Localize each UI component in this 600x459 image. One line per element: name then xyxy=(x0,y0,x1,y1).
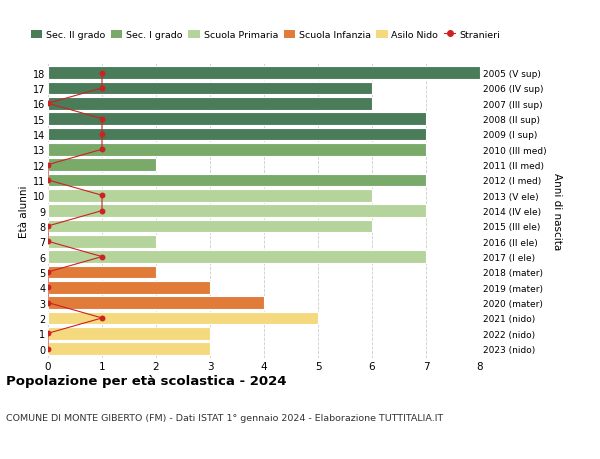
Y-axis label: Età alunni: Età alunni xyxy=(19,185,29,237)
Point xyxy=(43,345,53,353)
Point xyxy=(43,223,53,230)
Point xyxy=(97,207,107,215)
Point xyxy=(97,131,107,138)
Bar xyxy=(48,67,480,80)
Bar xyxy=(48,235,156,248)
Bar xyxy=(48,312,318,325)
Legend: Sec. II grado, Sec. I grado, Scuola Primaria, Scuola Infanzia, Asilo Nido, Stran: Sec. II grado, Sec. I grado, Scuola Prim… xyxy=(31,31,500,40)
Bar xyxy=(48,281,210,294)
Point xyxy=(43,330,53,337)
Point xyxy=(97,253,107,261)
Bar xyxy=(48,129,426,141)
Bar xyxy=(48,220,372,233)
Point xyxy=(97,70,107,77)
Text: COMUNE DI MONTE GIBERTO (FM) - Dati ISTAT 1° gennaio 2024 - Elaborazione TUTTITA: COMUNE DI MONTE GIBERTO (FM) - Dati ISTA… xyxy=(6,413,443,422)
Point xyxy=(43,284,53,291)
Point xyxy=(97,146,107,154)
Bar xyxy=(48,144,426,156)
Bar xyxy=(48,190,372,202)
Point xyxy=(43,162,53,169)
Point xyxy=(43,101,53,108)
Point xyxy=(43,299,53,307)
Bar xyxy=(48,297,264,309)
Text: Popolazione per età scolastica - 2024: Popolazione per età scolastica - 2024 xyxy=(6,374,287,387)
Bar xyxy=(48,251,426,263)
Point xyxy=(97,192,107,200)
Y-axis label: Anni di nascita: Anni di nascita xyxy=(552,173,562,250)
Bar xyxy=(48,205,426,218)
Point xyxy=(97,314,107,322)
Bar xyxy=(48,113,426,126)
Point xyxy=(43,269,53,276)
Bar xyxy=(48,98,372,110)
Point xyxy=(43,238,53,246)
Bar xyxy=(48,174,426,187)
Point xyxy=(97,85,107,92)
Bar xyxy=(48,266,156,279)
Bar xyxy=(48,327,210,340)
Point xyxy=(43,177,53,184)
Bar xyxy=(48,83,372,95)
Bar xyxy=(48,342,210,355)
Bar xyxy=(48,159,156,172)
Point xyxy=(97,116,107,123)
